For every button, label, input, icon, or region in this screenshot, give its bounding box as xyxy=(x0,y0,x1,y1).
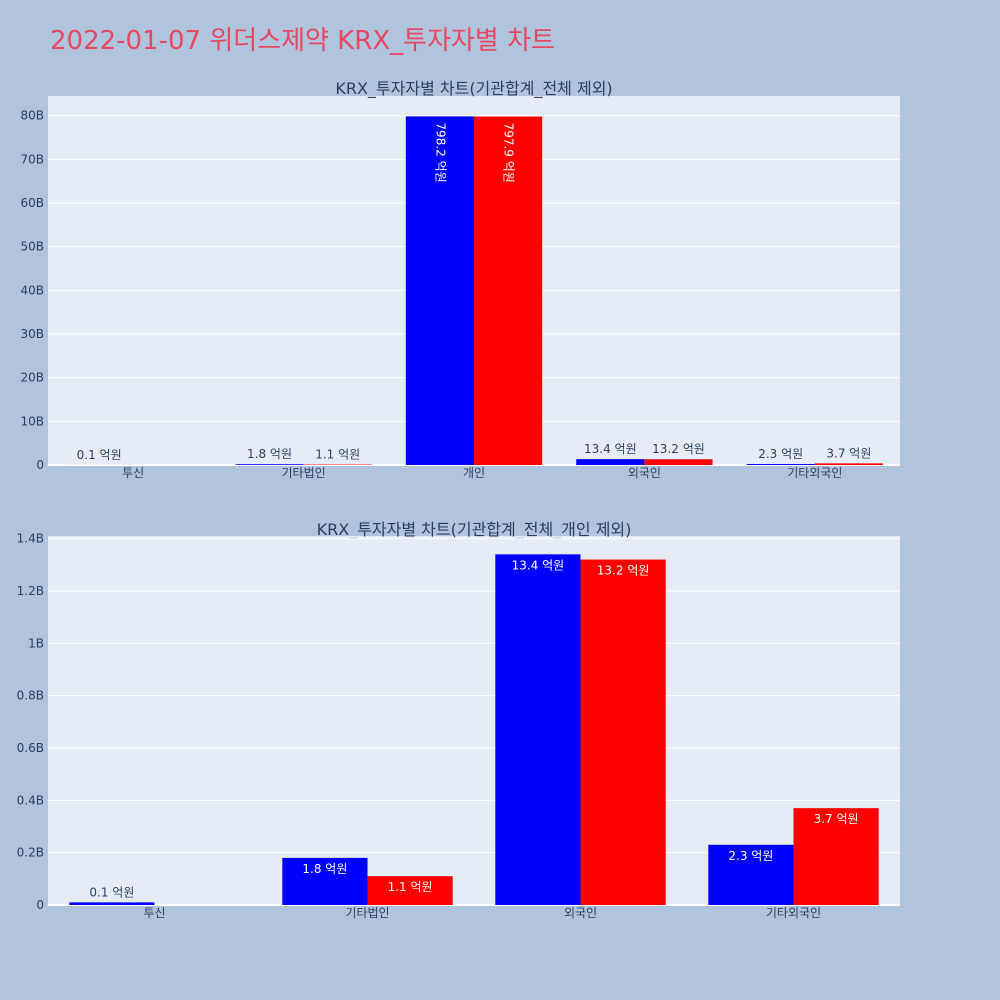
x-tick-label: 기타법인 xyxy=(345,906,389,920)
y-tick-label: 20B xyxy=(20,371,44,385)
sell-bar xyxy=(580,559,666,905)
y-tick-label: 0 xyxy=(36,898,44,912)
x-tick-label: 투신 xyxy=(122,466,144,480)
buy-bar xyxy=(235,464,304,465)
x-tick-label: 외국인 xyxy=(628,466,661,480)
y-tick-label: 1B xyxy=(28,636,44,650)
sell-bar-label: 3.7 억원 xyxy=(826,446,871,460)
chart-2: KRX_투자자별 차트(기관합계_전체_개인 제외) 0 0.2B 0.4B 0.6B 0… xyxy=(17,520,900,920)
sell-bar-label: 13.2 억원 xyxy=(652,442,705,456)
x-tick-label: 외국인 xyxy=(564,906,597,920)
chart-title: KRX_투자자별 차트(기관합계_전체_개인 제외) xyxy=(317,520,632,540)
sell-bar xyxy=(814,463,883,465)
buy-bar xyxy=(576,459,645,465)
buy-bar-label: 0.1 억원 xyxy=(77,448,122,462)
plot-area xyxy=(48,536,900,905)
chart-1: KRX_투자자별 차트(기관합계_전체 제외) 0 10B 20B 30B 40B 50B 6… xyxy=(20,79,900,480)
y-tick-label: 10B xyxy=(20,414,44,428)
y-tick-label: 30B xyxy=(20,327,44,341)
buy-bar xyxy=(69,902,155,905)
y-tick-label: 1.4B xyxy=(17,532,44,546)
sell-bar-label: 1.1 억원 xyxy=(315,448,360,462)
y-tick-label: 50B xyxy=(20,240,44,254)
y-tick-label: 70B xyxy=(20,152,44,166)
chart-title: KRX_투자자별 차트(기관합계_전체 제외) xyxy=(335,79,612,99)
sell-bar-label: 3.7 억원 xyxy=(814,812,859,826)
x-tick-label: 개인 xyxy=(463,466,485,480)
buy-bar-label: 1.8 억원 xyxy=(247,447,292,461)
sell-bar-label: 1.1 억원 xyxy=(388,880,433,894)
y-tick-label: 0 xyxy=(36,458,44,472)
x-tick-label: 투신 xyxy=(143,906,165,920)
buy-bar xyxy=(495,554,581,905)
y-tick-label: 1.2B xyxy=(17,584,44,598)
x-tick-label: 기타외국인 xyxy=(766,906,821,920)
sell-bar xyxy=(474,116,543,465)
x-tick-label: 기타법인 xyxy=(282,466,326,480)
x-tick-label: 기타외국인 xyxy=(787,466,842,480)
buy-bar xyxy=(282,857,368,905)
y-tick-label: 80B xyxy=(20,109,44,123)
y-tick-label: 0.8B xyxy=(17,689,44,703)
buy-bar-label: 2.3 억원 xyxy=(758,447,803,461)
buy-bar xyxy=(708,844,794,905)
buy-bar-label: 1.8 억원 xyxy=(302,862,347,876)
y-tick-label: 0.2B xyxy=(17,846,44,860)
buy-bar xyxy=(405,116,474,465)
y-tick-label: 60B xyxy=(20,196,44,210)
sell-bar xyxy=(793,808,879,905)
buy-bar-label: 0.1 억원 xyxy=(89,885,134,899)
sell-bar-label: 13.2 억원 xyxy=(597,564,650,578)
buy-bar-label: 2.3 억원 xyxy=(728,849,773,863)
y-tick-label: 40B xyxy=(20,283,44,297)
buy-bar-label: 13.4 억원 xyxy=(512,558,565,572)
buy-bar-label: 13.4 억원 xyxy=(584,442,637,456)
buy-bar-label: 798.2 억원 xyxy=(433,122,447,182)
buy-bar xyxy=(746,463,815,465)
sell-bar xyxy=(367,876,453,905)
y-tick-label: 0.6B xyxy=(17,741,44,755)
sell-bar xyxy=(644,459,713,465)
sell-bar-label: 797.9 억원 xyxy=(502,123,516,183)
main-title: 2022-01-07 위더스제약 KRX_투자자별 차트 xyxy=(50,26,555,56)
y-tick-label: 0.4B xyxy=(17,793,44,807)
